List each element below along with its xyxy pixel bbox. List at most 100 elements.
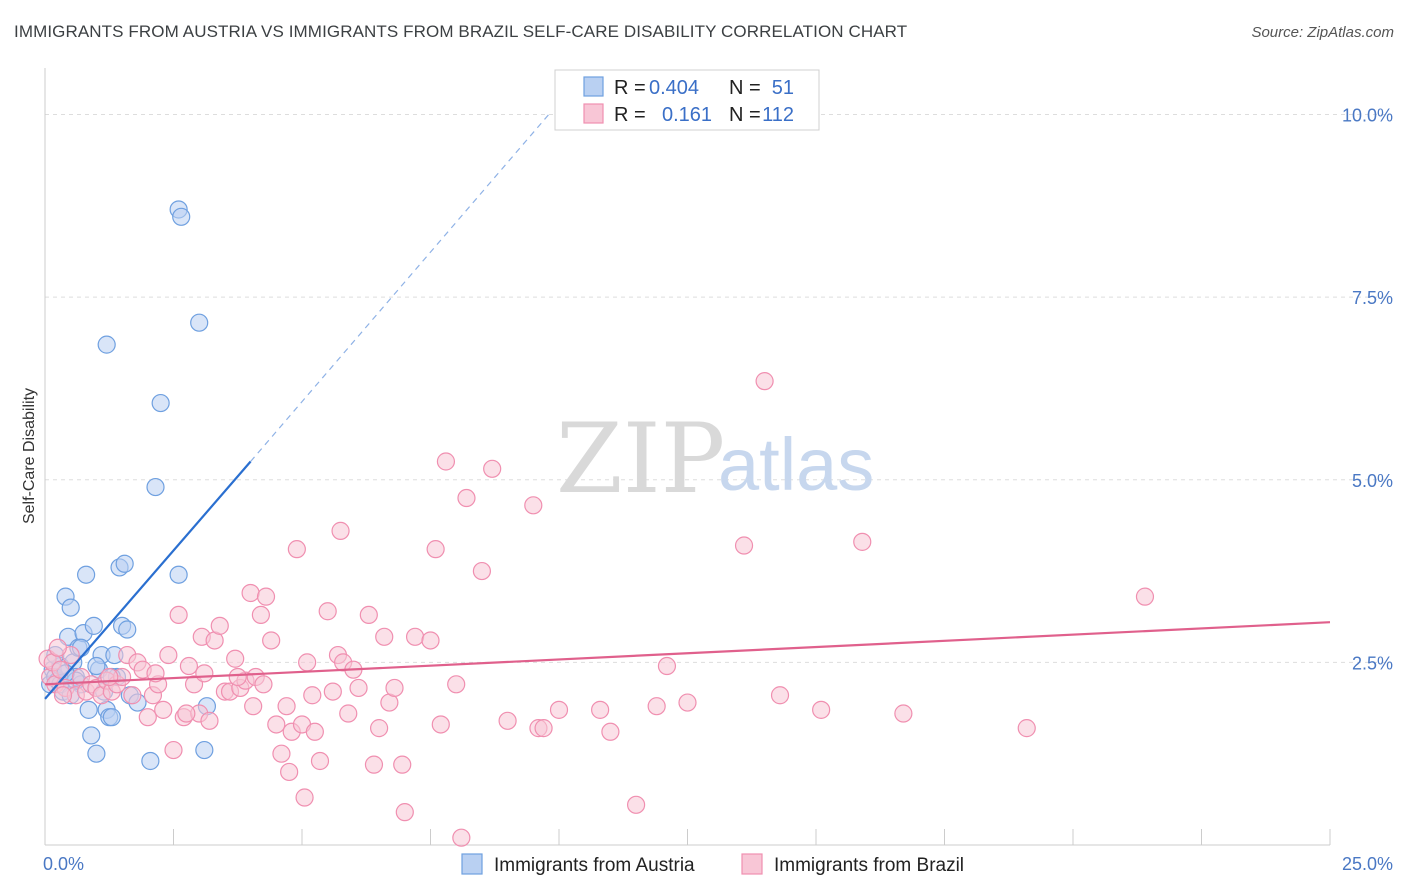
bottom-legend-label-brazil: Immigrants from Brazil bbox=[774, 855, 964, 876]
brazil-point bbox=[755, 372, 774, 391]
brazil-point bbox=[295, 788, 314, 807]
austria-point bbox=[102, 708, 121, 727]
brazil-point bbox=[177, 704, 196, 723]
brazil-point bbox=[591, 700, 610, 719]
brazil-point bbox=[226, 649, 245, 668]
brazil-point bbox=[626, 795, 646, 814]
brazil-point bbox=[298, 653, 317, 672]
brazil-point bbox=[452, 828, 471, 847]
brazil-point bbox=[359, 605, 378, 625]
bottom-legend-swatch-brazil bbox=[741, 853, 763, 875]
brazil-point bbox=[310, 751, 330, 771]
brazil-point bbox=[100, 667, 119, 687]
austria-point bbox=[118, 620, 137, 639]
y-tick-labels: 2.5% 5.0% 7.5% 10.0% bbox=[1342, 106, 1393, 674]
brazil-point bbox=[331, 521, 350, 540]
austria-trend-extension bbox=[250, 114, 550, 462]
bottom-legend: Immigrants from Austria Immigrants from … bbox=[461, 853, 964, 876]
x-tick-labels: 0.0% 25.0% bbox=[43, 854, 1393, 874]
austria-point bbox=[79, 700, 98, 719]
brazil-point bbox=[534, 719, 553, 738]
brazil-point bbox=[303, 686, 322, 705]
source-label: Source: ZipAtlas.com bbox=[1251, 24, 1394, 41]
legend-row-brazil: R = 0.161 N = 112 bbox=[583, 103, 794, 126]
brazil-point bbox=[48, 638, 67, 657]
brazil-point bbox=[647, 697, 666, 716]
watermark-atlas: atlas bbox=[718, 423, 874, 506]
austria-point bbox=[97, 335, 116, 354]
brazil-point bbox=[280, 762, 299, 782]
legend-n-label: N = bbox=[729, 77, 761, 99]
brazil-point bbox=[657, 656, 677, 676]
data-points bbox=[38, 200, 1155, 847]
x-tick-label: 25.0% bbox=[1342, 854, 1393, 874]
brazil-point bbox=[447, 675, 466, 694]
brazil-point bbox=[393, 755, 412, 774]
brazil-point bbox=[483, 459, 502, 478]
legend-n-value: 112 bbox=[762, 104, 794, 126]
grid-lines bbox=[45, 114, 1390, 663]
brazil-point bbox=[262, 631, 281, 650]
brazil-point bbox=[154, 700, 173, 719]
watermark: ZIP atlas bbox=[556, 403, 874, 515]
brazil-point bbox=[601, 722, 620, 741]
brazil-point bbox=[164, 740, 183, 760]
legend-n-value: 51 bbox=[772, 77, 794, 99]
brazil-point bbox=[431, 715, 450, 734]
brazil-point bbox=[421, 631, 440, 650]
bottom-legend-austria: Immigrants from Austria bbox=[461, 853, 695, 876]
brazil-point bbox=[305, 722, 324, 741]
x-tick-label: 0.0% bbox=[43, 854, 84, 874]
brazil-point bbox=[339, 704, 358, 723]
brazil-point bbox=[375, 627, 394, 646]
chart-title: IMMIGRANTS FROM AUSTRIA VS IMMIGRANTS FR… bbox=[14, 22, 908, 41]
legend-n-label: N = bbox=[729, 104, 761, 126]
bottom-legend-swatch-austria bbox=[461, 853, 483, 875]
brazil-point bbox=[549, 700, 569, 719]
brazil-point bbox=[472, 561, 491, 581]
brazil-point bbox=[323, 682, 342, 701]
y-tick-label: 5.0% bbox=[1352, 471, 1393, 491]
austria-point bbox=[61, 598, 80, 617]
brazil-point bbox=[277, 697, 296, 716]
brazil-point bbox=[256, 587, 276, 606]
legend-r-label: R = bbox=[614, 77, 646, 99]
austria-point bbox=[84, 616, 103, 635]
brazil-point bbox=[385, 678, 404, 698]
brazil-point bbox=[426, 540, 445, 559]
austria-point bbox=[82, 726, 101, 745]
austria-point bbox=[115, 554, 134, 573]
trend-lines bbox=[44, 114, 1331, 700]
brazil-point bbox=[179, 656, 199, 676]
brazil-trend-line bbox=[44, 621, 1331, 686]
brazil-point bbox=[364, 755, 384, 774]
brazil-point bbox=[210, 616, 229, 635]
brazil-point bbox=[370, 719, 389, 738]
brazil-point bbox=[678, 693, 697, 712]
legend-row-austria: R = 0.404 N = 51 bbox=[583, 76, 794, 99]
axes bbox=[44, 68, 1331, 846]
austria-point bbox=[77, 565, 96, 584]
austria-trend-line bbox=[44, 460, 252, 700]
brazil-point bbox=[241, 583, 260, 603]
legend-r-label: R = bbox=[614, 104, 646, 126]
austria-point bbox=[146, 477, 165, 497]
brazil-point bbox=[267, 715, 286, 734]
brazil-point bbox=[272, 744, 291, 763]
brazil-point bbox=[228, 667, 247, 687]
brazil-point bbox=[318, 602, 337, 621]
brazil-point bbox=[395, 803, 414, 822]
austria-point bbox=[141, 751, 160, 771]
brazil-point bbox=[405, 627, 425, 646]
brazil-point bbox=[1017, 719, 1036, 738]
brazil-point bbox=[853, 532, 872, 551]
brazil-point bbox=[159, 645, 178, 665]
brazil-point bbox=[146, 664, 165, 683]
brazil-point bbox=[734, 536, 754, 555]
legend-r-value: 0.404 bbox=[649, 77, 699, 99]
brazil-point bbox=[524, 496, 543, 515]
brazil-point bbox=[349, 678, 368, 698]
brazil-point bbox=[287, 540, 306, 559]
brazil-point bbox=[254, 675, 273, 694]
